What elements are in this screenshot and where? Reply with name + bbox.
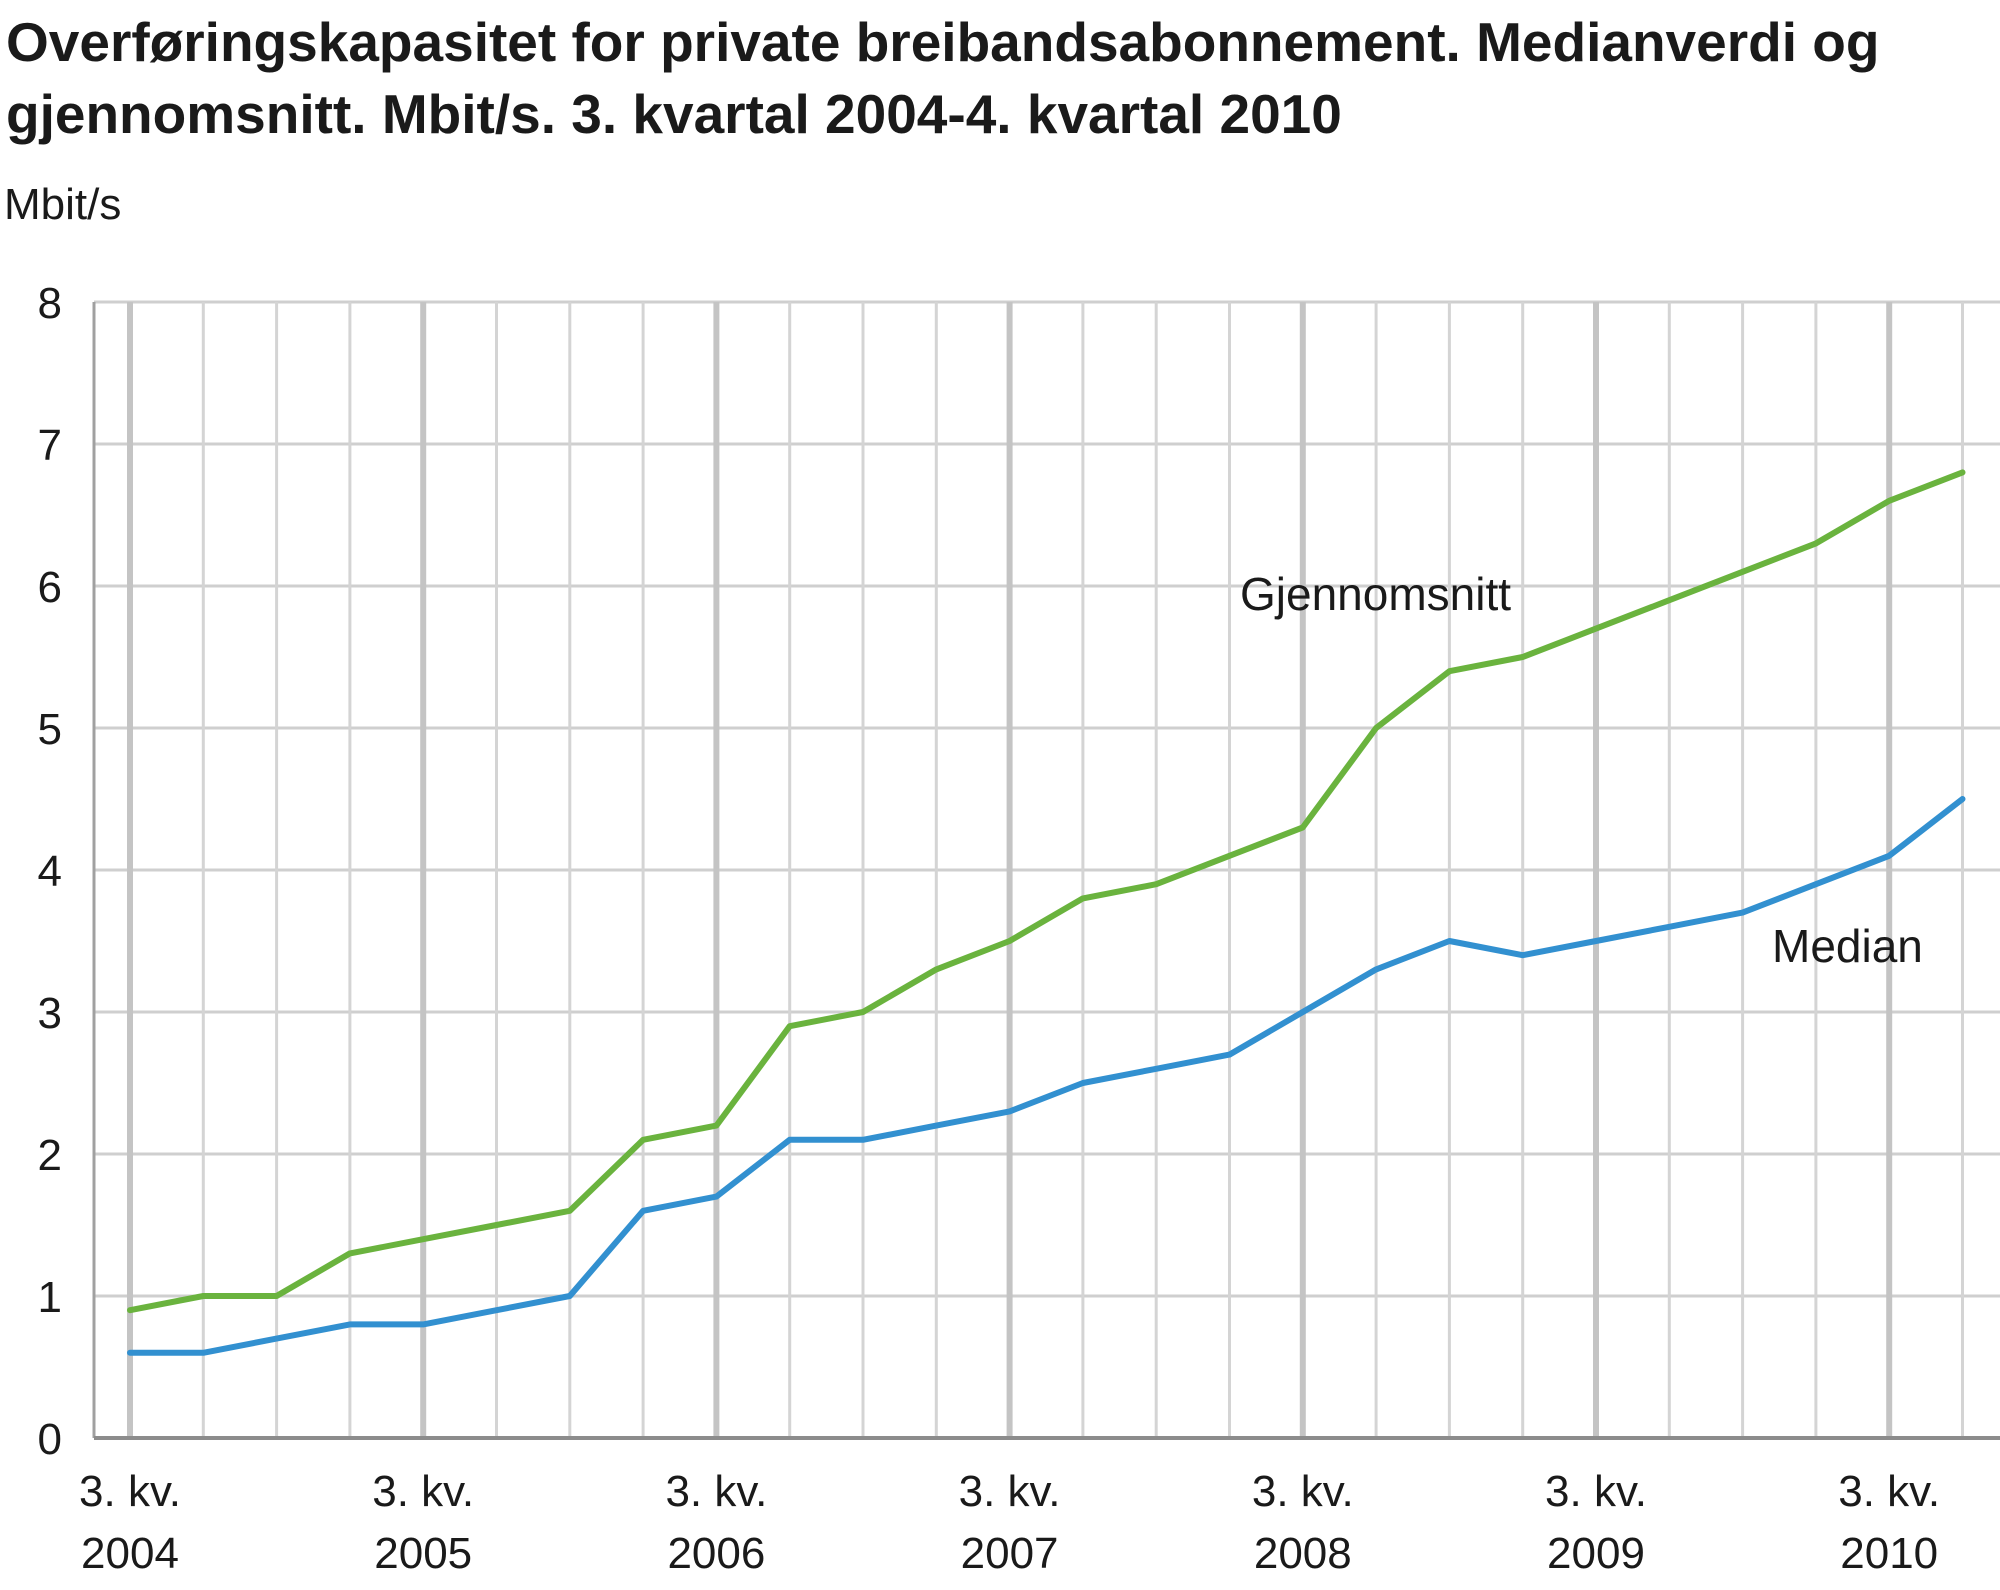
x-tick-label-year: 2010 (1840, 1529, 1938, 1578)
y-tick-label: 8 (38, 279, 62, 328)
y-tick-label: 0 (38, 1415, 62, 1464)
y-tick-label: 7 (38, 421, 62, 470)
y-axis-unit-label: Mbit/s (4, 180, 122, 229)
axes (92, 302, 2000, 1440)
x-tick-label-quarter: 3. kv. (79, 1467, 181, 1516)
x-tick-label-year: 2004 (81, 1529, 179, 1578)
x-tick-label-quarter: 3. kv. (959, 1467, 1061, 1516)
x-tick-label-quarter: 3. kv. (1838, 1467, 1940, 1516)
x-tick-label-year: 2009 (1547, 1529, 1645, 1578)
y-tick-label: 5 (38, 705, 62, 754)
x-tick-label-year: 2007 (961, 1529, 1059, 1578)
series-line-gjennomsnitt (127, 469, 1966, 1314)
series-label-median: Median (1772, 920, 1923, 972)
x-tick-label-year: 2008 (1254, 1529, 1352, 1578)
y-tick-label: 4 (38, 847, 62, 896)
x-tick-label-year: 2005 (374, 1529, 472, 1578)
x-tick-label-quarter: 3. kv. (665, 1467, 767, 1516)
series-label-gjennomsnitt: Gjennomsnitt (1240, 568, 1511, 620)
y-tick-label: 2 (38, 1131, 62, 1180)
series-lines (127, 469, 1966, 1356)
x-tick-label-quarter: 3. kv. (372, 1467, 474, 1516)
y-tick-label: 6 (38, 563, 62, 612)
series-line-median (127, 796, 1966, 1356)
x-tick-label-quarter: 3. kv. (1252, 1467, 1354, 1516)
y-tick-label: 1 (38, 1273, 62, 1322)
chart-title: Overføringskapasitet for private breiban… (6, 11, 1880, 145)
x-tick-label-quarter: 3. kv. (1545, 1467, 1647, 1516)
y-tick-label: 3 (38, 989, 62, 1038)
grid-lines (94, 300, 2000, 1438)
tick-labels: 0 1 2 3 4 5 6 7 8 Gjennomsnitt Median 3. kv. 2004 3. … (38, 279, 1941, 1578)
x-tick-label-year: 2006 (667, 1529, 765, 1578)
